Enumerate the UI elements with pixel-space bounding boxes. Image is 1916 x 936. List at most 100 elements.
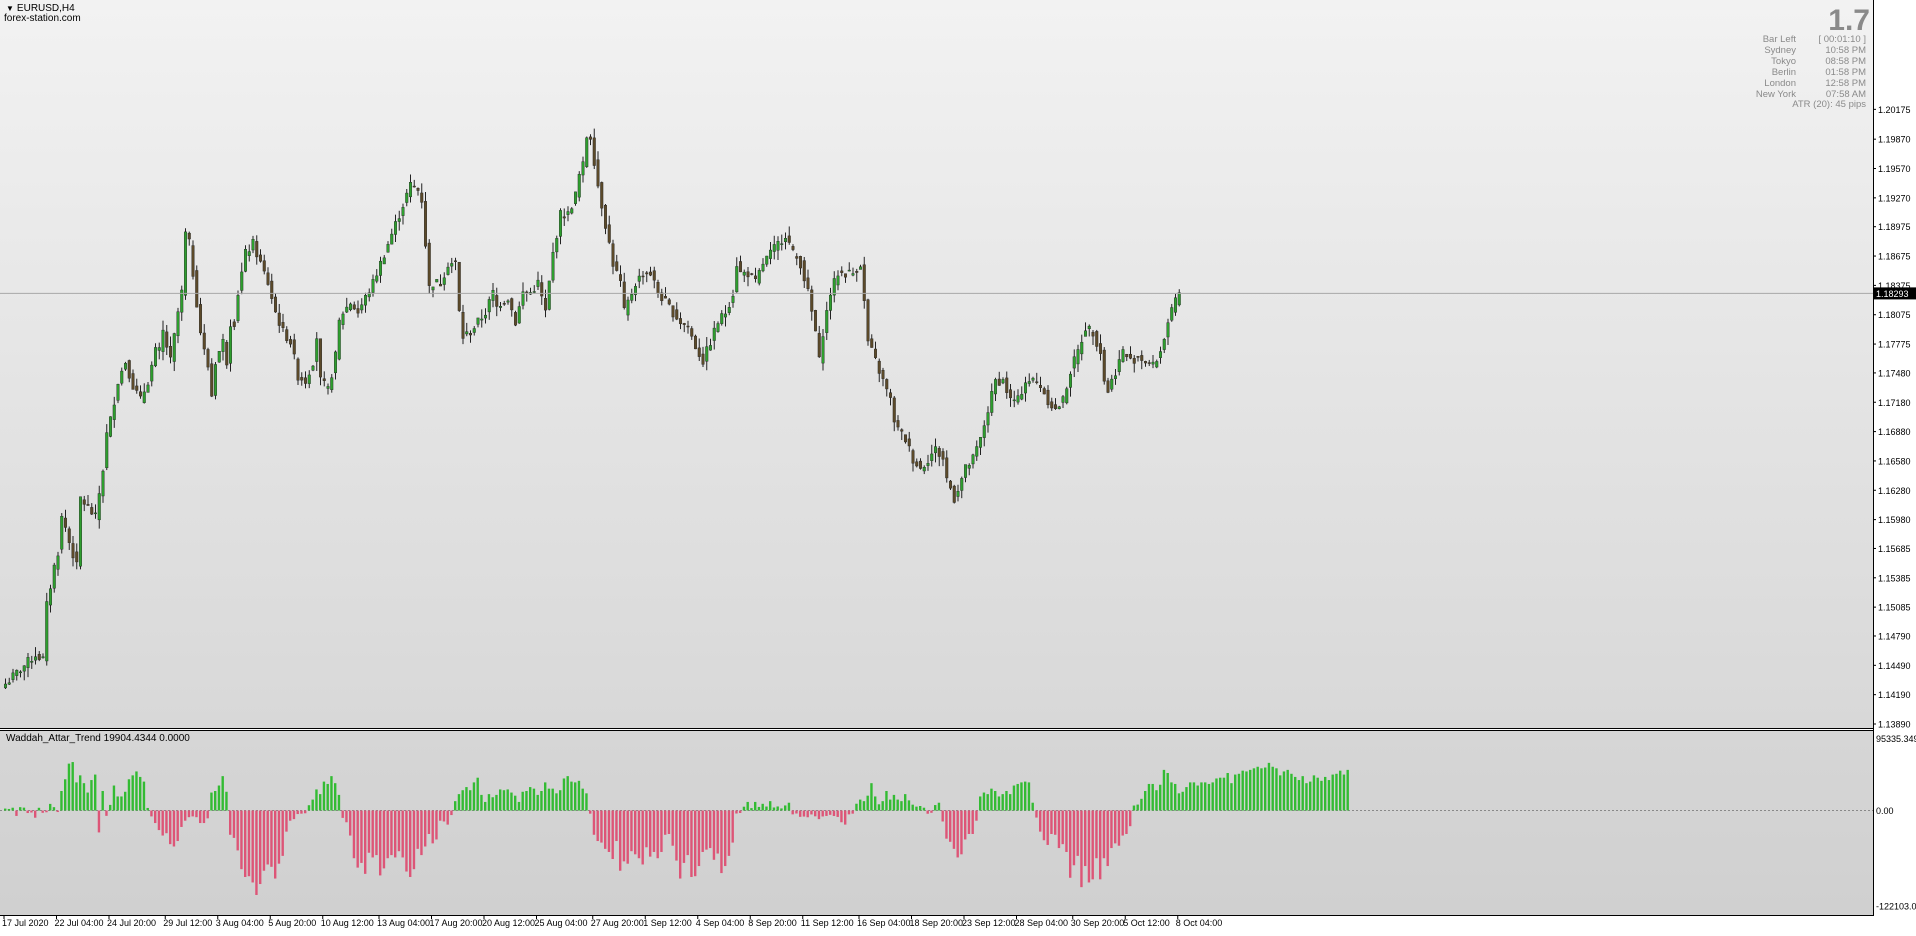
info-row-name: Tokyo: [1771, 56, 1796, 67]
candle-body: [514, 312, 518, 326]
histogram-bar: [630, 810, 633, 852]
candle-body: [1173, 297, 1177, 313]
candle-body: [469, 333, 473, 336]
histogram-bar: [1346, 769, 1349, 811]
candle-body: [112, 404, 116, 420]
histogram-bar: [71, 762, 74, 811]
candle-body: [742, 271, 746, 276]
symbol-title[interactable]: ▼ EURUSD,H4: [6, 3, 75, 14]
histogram-bar: [259, 810, 262, 885]
histogram-bar: [356, 810, 359, 868]
histogram-bar: [626, 810, 629, 864]
candle-body: [1038, 385, 1042, 388]
histogram-bar: [1234, 774, 1237, 811]
price-tick-label: 1.16580: [1878, 456, 1911, 466]
price-tick-label: 1.15685: [1878, 544, 1911, 554]
histogram-bar: [195, 810, 198, 818]
candle-body: [975, 446, 979, 457]
candle-body: [397, 218, 401, 222]
histogram-bar: [244, 810, 247, 877]
histogram-bar: [341, 810, 344, 818]
candle-body: [356, 308, 360, 314]
info-row-sydney: Sydney 10:58 PM: [1700, 45, 1870, 56]
histogram-bar: [142, 781, 146, 811]
candle-body: [697, 347, 701, 357]
histogram-bar: [499, 789, 502, 811]
histogram-bar: [109, 804, 112, 811]
info-row-bar-left: Bar Left [ 00:01:10 ]: [1700, 34, 1870, 45]
candle-body: [243, 249, 247, 272]
candle-body: [307, 374, 311, 384]
histogram-bar: [1087, 810, 1091, 883]
candle-body: [660, 292, 664, 302]
histogram-bar: [210, 792, 213, 811]
histogram-bar: [161, 810, 164, 836]
price-tick-label: 1.15085: [1878, 603, 1911, 613]
histogram-bar: [900, 801, 903, 811]
histogram-bar: [105, 810, 108, 816]
candle-body: [570, 208, 574, 214]
candle-body: [937, 448, 941, 457]
candle-body: [1065, 388, 1069, 404]
histogram-bar: [266, 810, 269, 865]
histogram-bar: [1151, 783, 1154, 811]
histogram-bar: [979, 796, 982, 811]
candle-body: [375, 275, 379, 282]
histogram-bar: [386, 810, 389, 859]
candle-body: [1132, 358, 1136, 364]
time-tick-label: 13 Aug 04:00: [377, 918, 430, 928]
candle-body: [120, 370, 124, 384]
histogram-bar: [581, 788, 584, 811]
candle-body: [604, 204, 608, 229]
histogram-bar: [1301, 776, 1304, 811]
price-tick-label: 1.19870: [1878, 135, 1911, 145]
candle-body: [427, 242, 431, 286]
histogram-bar: [405, 810, 408, 872]
candle-body: [1162, 339, 1166, 350]
candle-body: [907, 438, 911, 447]
candle-body: [49, 588, 53, 606]
histogram-bar: [4, 808, 7, 811]
candle-body: [367, 292, 371, 298]
price-tick-label: 1.14190: [1878, 690, 1911, 700]
candle-body: [705, 346, 709, 362]
histogram-bar: [1065, 810, 1068, 852]
histogram-bar: [514, 795, 517, 811]
histogram-bar: [675, 810, 678, 861]
histogram-bar: [1241, 770, 1244, 811]
histogram-bar: [555, 793, 558, 811]
histogram-bar: [484, 801, 487, 811]
candle-body: [585, 137, 589, 167]
price-tick-label: 1.15980: [1878, 515, 1911, 525]
histogram-bar: [307, 805, 311, 811]
time-tick-label: 1 Sep 12:00: [643, 918, 692, 928]
histogram-bar: [206, 810, 209, 819]
candle-body: [622, 281, 626, 308]
histogram-bar: [1219, 777, 1222, 811]
indicator-axis: 95335.349 0.00 -122103.0: [1876, 734, 1916, 912]
histogram-bar: [727, 810, 731, 856]
histogram-bar: [851, 810, 854, 814]
candle-body: [1147, 362, 1151, 364]
time-tick-label: 30 Sep 20:00: [1071, 918, 1125, 928]
candle-body: [919, 460, 923, 469]
time-tick-label: 5 Aug 20:00: [268, 918, 316, 928]
candle-body: [930, 453, 934, 461]
candle-body: [274, 296, 278, 313]
candle-body: [341, 313, 345, 325]
dropdown-triangle-icon[interactable]: ▼: [6, 4, 14, 13]
candle-body: [889, 392, 893, 398]
histogram-bar: [409, 810, 412, 877]
histogram-bar: [394, 810, 397, 858]
histogram-bar: [1271, 766, 1274, 811]
histogram-bar: [379, 810, 382, 876]
candle-body: [641, 275, 645, 278]
candle-body: [90, 507, 94, 515]
candle-body: [506, 300, 510, 303]
histogram-bar: [491, 797, 494, 811]
histogram-bar: [424, 810, 427, 847]
candle-body: [30, 661, 34, 663]
histogram-bar: [682, 810, 686, 863]
